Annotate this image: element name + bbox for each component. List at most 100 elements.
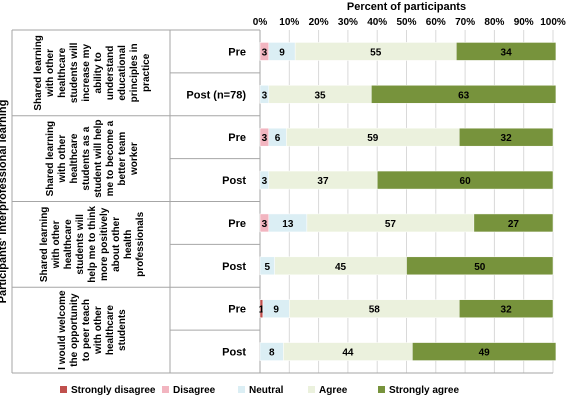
statement-line: students <box>117 309 128 351</box>
legend-swatch <box>378 386 385 393</box>
x-tick-label: 70% <box>455 17 475 28</box>
legend-label: Strongly agree <box>389 385 459 396</box>
row-label: Post <box>222 261 246 273</box>
chart-title: Percent of participants <box>347 1 466 13</box>
data-label: 59 <box>367 133 379 144</box>
statement-line: about other <box>111 217 122 272</box>
data-label: 9 <box>279 47 285 58</box>
row-label: Post <box>222 347 246 359</box>
x-tick-label: 40% <box>367 17 387 28</box>
bar-segment <box>376 170 554 190</box>
data-label: 3 <box>262 219 268 230</box>
statement-line: healthcare <box>57 47 68 97</box>
bar-segment <box>406 256 554 276</box>
data-label: 9 <box>273 305 279 316</box>
legend-label: Agree <box>319 385 348 396</box>
data-label: 3 <box>262 176 268 187</box>
statement-line: healthcare <box>69 133 80 183</box>
statement-line: professionals <box>135 211 146 276</box>
row-label: Pre <box>228 304 246 316</box>
x-tick-label: 20% <box>309 17 329 28</box>
statement-label: I would welcomethe opportunityto peer te… <box>57 290 128 370</box>
data-label: 3 <box>262 90 268 101</box>
statement-line: me to become a <box>105 120 116 196</box>
legend-swatch <box>238 386 245 393</box>
statement-line: Shared learning <box>39 207 50 283</box>
legend-swatch <box>308 386 315 393</box>
statement-line: healthcare <box>105 305 116 355</box>
statement-line: worker <box>129 142 140 176</box>
statement-label: Shared learningwith otherhealthcarestude… <box>39 206 146 283</box>
x-tick-label: 0% <box>253 17 268 28</box>
statement-line: students will <box>69 42 80 103</box>
x-tick-label: 50% <box>396 17 416 28</box>
statement-line: more positively <box>99 207 110 281</box>
bar-segment <box>412 342 557 361</box>
legend-label: Disagree <box>173 385 216 396</box>
data-label: 32 <box>501 133 513 144</box>
data-label: 55 <box>370 47 382 58</box>
data-label: 6 <box>275 133 281 144</box>
statement-line: health <box>123 230 134 259</box>
statement-line: with other <box>45 49 56 98</box>
statement-line: help me to think <box>87 206 98 283</box>
statement-line: Shared learning <box>33 35 44 111</box>
x-tick-label: 60% <box>426 17 446 28</box>
x-tick-label: 90% <box>514 17 534 28</box>
x-tick-label: 80% <box>484 17 504 28</box>
statement-label: Shared learningwith otherhealthcarestude… <box>33 35 152 111</box>
statement-line: Shared learning <box>45 121 56 197</box>
statement-line: principles in <box>129 43 140 102</box>
row-label: Pre <box>228 46 246 58</box>
data-label: 57 <box>385 219 397 230</box>
x-tick-label: 30% <box>338 17 358 28</box>
data-label: 50 <box>474 262 486 273</box>
legend-swatch <box>60 386 67 393</box>
statement-line: students as a <box>81 126 92 190</box>
data-label: 60 <box>460 176 472 187</box>
data-label: 63 <box>458 90 470 101</box>
x-tick-label: 100% <box>540 17 566 28</box>
data-label: 8 <box>269 348 275 359</box>
bar-segment <box>473 213 554 233</box>
statement-line: healthcare <box>63 219 74 269</box>
data-label: 13 <box>282 219 294 230</box>
row-label: Post <box>222 175 246 187</box>
data-label: 27 <box>508 219 520 230</box>
statement-line: understand <box>105 46 116 100</box>
data-label: 5 <box>265 262 271 273</box>
data-label: 3 <box>262 47 268 58</box>
data-label: 1 <box>259 305 265 316</box>
x-tick-label: 10% <box>279 17 299 28</box>
bar-segment <box>458 299 554 318</box>
statement-label: Shared learningwith otherhealthcarestude… <box>45 119 140 197</box>
data-label: 3 <box>262 133 268 144</box>
bar-segment <box>371 85 557 104</box>
statement-line: students will <box>75 214 86 275</box>
data-label: 58 <box>369 305 381 316</box>
row-label: Pre <box>228 132 246 144</box>
legend-swatch <box>162 386 169 393</box>
statement-line: I would welcome <box>57 290 68 370</box>
statement-line: with other <box>93 306 104 355</box>
statement-line: student will help <box>93 119 104 197</box>
statement-line: better team <box>117 132 128 186</box>
data-label: 32 <box>501 305 513 316</box>
statement-line: to peer teach <box>81 299 92 361</box>
data-label: 34 <box>501 47 513 58</box>
legend-label: Strongly disagree <box>71 385 156 396</box>
data-label: 45 <box>335 262 347 273</box>
statement-line: the opportunity <box>69 293 80 367</box>
statement-line: practice <box>141 53 152 92</box>
data-label: 37 <box>317 176 329 187</box>
bar-segment <box>456 42 557 61</box>
legend-label: Neutral <box>249 385 284 396</box>
statement-line: with other <box>51 220 62 269</box>
y-axis-title: Participants' interprofessional learning <box>0 100 9 304</box>
row-label: Pre <box>228 218 246 230</box>
data-label: 35 <box>315 90 327 101</box>
data-label: 44 <box>342 348 354 359</box>
statement-line: educational <box>117 45 128 101</box>
bar-segment <box>458 127 554 147</box>
